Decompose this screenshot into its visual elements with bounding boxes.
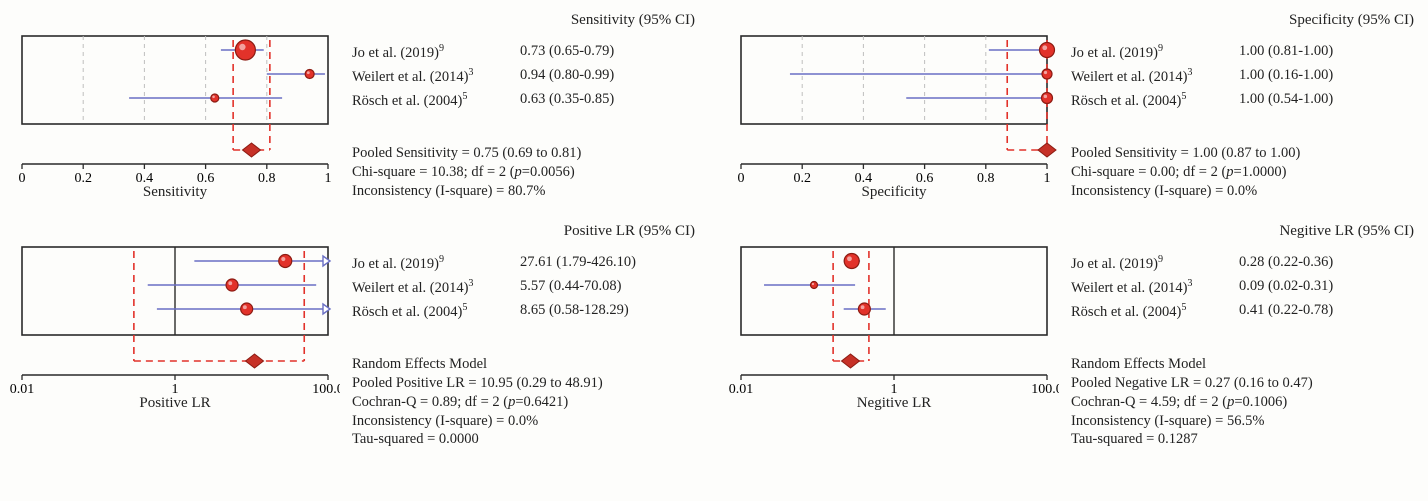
study-label: Weilert et al. (2014)3 (352, 66, 502, 90)
panel-body: 0.011100.0Negitive LR Jo et al. (2019)9We… (729, 241, 1418, 449)
study-value: 8.65 (0.58-128.29) (520, 301, 650, 325)
study-values: 0.28 (0.22-0.36)0.09 (0.02-0.31)0.41 (0.… (1239, 253, 1369, 325)
study-labels: Jo et al. (2019)9Weilert et al. (2014)3R… (352, 42, 502, 114)
panel-text: Jo et al. (2019)9Weilert et al. (2014)3R… (352, 241, 650, 449)
study-value: 27.61 (1.79-426.10) (520, 253, 650, 277)
study-label: Rösch et al. (2004)5 (1071, 301, 1221, 325)
panel-header: Sensitivity (95% CI) (10, 10, 699, 30)
forest-plot: 0.011100.0 (729, 241, 1059, 397)
panel-header: Positive LR (95% CI) (10, 221, 699, 241)
study-labels: Jo et al. (2019)9Weilert et al. (2014)3R… (1071, 253, 1221, 325)
study-values: 27.61 (1.79-426.10)5.57 (0.44-70.08)8.65… (520, 253, 650, 325)
study-labels: Jo et al. (2019)9Weilert et al. (2014)3R… (352, 253, 502, 325)
study-label: Weilert et al. (2014)3 (352, 277, 502, 301)
svg-text:1: 1 (1044, 171, 1051, 186)
study-value: 0.28 (0.22-0.36) (1239, 253, 1369, 277)
panel-text: Jo et al. (2019)9Weilert et al. (2014)3R… (1071, 30, 1369, 201)
axis-label: Negitive LR (857, 395, 932, 412)
study-value: 1.00 (0.81-1.00) (1239, 42, 1369, 66)
axis-label: Positive LR (139, 395, 210, 412)
panel-header: Specificity (95% CI) (729, 10, 1418, 30)
svg-text:0: 0 (738, 171, 745, 186)
svg-text:0.2: 0.2 (74, 171, 92, 186)
svg-text:0.01: 0.01 (10, 382, 34, 397)
forest-plot: 00.20.40.60.81 (10, 30, 340, 186)
study-value: 0.94 (0.80-0.99) (520, 66, 650, 90)
panel-spec: Specificity (95% CI)00.20.40.60.81Specif… (729, 10, 1418, 201)
svg-text:0.2: 0.2 (793, 171, 811, 186)
svg-text:100.0: 100.0 (1031, 382, 1059, 397)
study-value: 0.41 (0.22-0.78) (1239, 301, 1369, 325)
study-value: 1.00 (0.54-1.00) (1239, 90, 1369, 114)
forest-plot: 00.20.40.60.81 (729, 30, 1059, 186)
study-label: Jo et al. (2019)9 (352, 253, 502, 277)
summary-text: Pooled Sensitivity = 0.75 (0.69 to 0.81)… (352, 144, 650, 201)
axis-label: Sensitivity (143, 184, 207, 201)
study-label: Jo et al. (2019)9 (352, 42, 502, 66)
summary-text: Pooled Sensitivity = 1.00 (0.87 to 1.00)… (1071, 144, 1369, 201)
forest-plot-grid: Sensitivity (95% CI)00.20.40.60.81Sensit… (10, 10, 1418, 449)
study-label: Weilert et al. (2014)3 (1071, 277, 1221, 301)
study-value: 0.73 (0.65-0.79) (520, 42, 650, 66)
panel-text: Jo et al. (2019)9Weilert et al. (2014)3R… (352, 30, 650, 201)
study-value: 5.57 (0.44-70.08) (520, 277, 650, 301)
forest-plot: 0.011100.0 (10, 241, 340, 397)
study-label: Jo et al. (2019)9 (1071, 42, 1221, 66)
study-values: 0.73 (0.65-0.79)0.94 (0.80-0.99)0.63 (0.… (520, 42, 650, 114)
panel-body: 00.20.40.60.81SensitivityJo et al. (2019… (10, 30, 699, 201)
summary-text: Random Effects ModelPooled Positive LR =… (352, 355, 650, 449)
study-label: Jo et al. (2019)9 (1071, 253, 1221, 277)
svg-text:0.01: 0.01 (729, 382, 753, 397)
study-value: 0.09 (0.02-0.31) (1239, 277, 1369, 301)
panel-header: Negitive LR (95% CI) (729, 221, 1418, 241)
panel-text: Jo et al. (2019)9Weilert et al. (2014)3R… (1071, 241, 1369, 449)
panel-plr: Positive LR (95% CI)0.011100.0Positive L… (10, 221, 699, 449)
panel-nlr: Negitive LR (95% CI)0.011100.0Negitive L… (729, 221, 1418, 449)
panel-sens: Sensitivity (95% CI)00.20.40.60.81Sensit… (10, 10, 699, 201)
study-label: Weilert et al. (2014)3 (1071, 66, 1221, 90)
study-labels: Jo et al. (2019)9Weilert et al. (2014)3R… (1071, 42, 1221, 114)
axis-label: Specificity (862, 184, 927, 201)
panel-body: 00.20.40.60.81SpecificityJo et al. (2019… (729, 30, 1418, 201)
summary-text: Random Effects ModelPooled Negative LR =… (1071, 355, 1369, 449)
study-label: Rösch et al. (2004)5 (352, 90, 502, 114)
study-value: 0.63 (0.35-0.85) (520, 90, 650, 114)
svg-text:100.0: 100.0 (312, 382, 340, 397)
panel-body: 0.011100.0Positive LR Jo et al. (2019)9We… (10, 241, 699, 449)
study-label: Rösch et al. (2004)5 (1071, 90, 1221, 114)
study-label: Rösch et al. (2004)5 (352, 301, 502, 325)
svg-text:0: 0 (19, 171, 26, 186)
svg-text:0.8: 0.8 (258, 171, 276, 186)
study-values: 1.00 (0.81-1.00)1.00 (0.16-1.00)1.00 (0.… (1239, 42, 1369, 114)
svg-text:0.8: 0.8 (977, 171, 995, 186)
study-value: 1.00 (0.16-1.00) (1239, 66, 1369, 90)
svg-text:1: 1 (325, 171, 332, 186)
